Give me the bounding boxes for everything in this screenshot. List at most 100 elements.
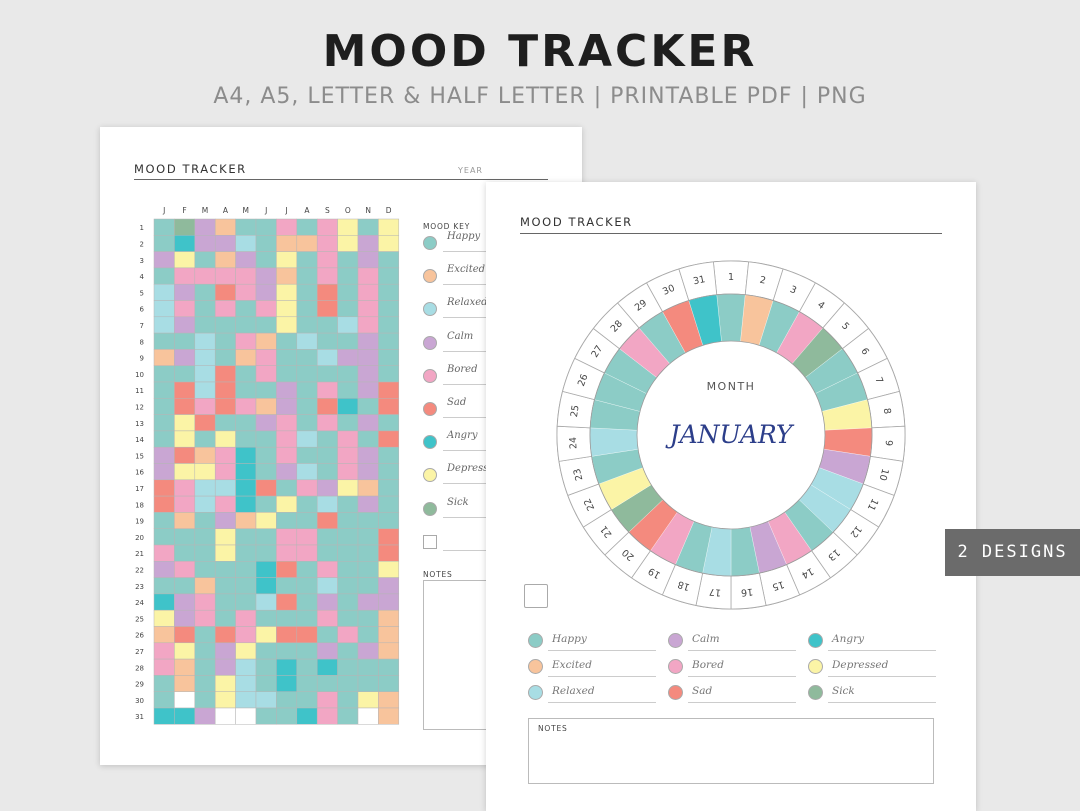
mood-cell[interactable] bbox=[235, 593, 257, 611]
mood-cell[interactable] bbox=[153, 495, 175, 513]
mood-cell[interactable] bbox=[194, 235, 216, 252]
mood-cell[interactable] bbox=[337, 528, 359, 546]
mood-cell[interactable] bbox=[174, 479, 196, 497]
mood-cell[interactable] bbox=[255, 398, 277, 415]
mood-cell[interactable] bbox=[357, 479, 379, 497]
mood-cell[interactable] bbox=[316, 430, 338, 448]
mood-cell[interactable] bbox=[276, 218, 298, 236]
mood-cell[interactable] bbox=[378, 235, 400, 252]
mood-cell[interactable] bbox=[255, 251, 277, 269]
mood-cell[interactable] bbox=[316, 267, 338, 285]
mood-cell[interactable] bbox=[296, 414, 318, 432]
mood-cell[interactable] bbox=[316, 658, 338, 676]
month-value[interactable]: JANUARY bbox=[665, 420, 795, 449]
mood-cell[interactable] bbox=[214, 414, 236, 432]
mood-cell[interactable] bbox=[276, 283, 298, 301]
mood-cell[interactable] bbox=[174, 300, 196, 318]
mood-cell[interactable] bbox=[378, 316, 400, 334]
mood-cell[interactable] bbox=[174, 707, 196, 725]
mood-cell[interactable] bbox=[194, 349, 216, 366]
mood-cell[interactable] bbox=[316, 251, 338, 269]
mood-cell[interactable] bbox=[174, 398, 196, 415]
mood-cell[interactable] bbox=[174, 267, 196, 285]
mood-cell[interactable] bbox=[276, 626, 298, 644]
mood-cell[interactable] bbox=[194, 609, 216, 627]
mood-cell[interactable] bbox=[378, 381, 400, 399]
mood-cell[interactable] bbox=[296, 495, 318, 513]
mood-cell[interactable] bbox=[174, 235, 196, 252]
mood-cell[interactable] bbox=[357, 414, 379, 432]
mood-cell[interactable] bbox=[276, 349, 298, 366]
mood-cell[interactable] bbox=[337, 398, 359, 415]
mood-cell[interactable] bbox=[378, 414, 400, 432]
mood-cell[interactable] bbox=[153, 479, 175, 497]
mood-cell[interactable] bbox=[378, 691, 400, 709]
mood-cell[interactable] bbox=[337, 544, 359, 562]
mood-cell[interactable] bbox=[255, 430, 277, 448]
mood-cell[interactable] bbox=[255, 495, 277, 513]
mood-cell[interactable] bbox=[214, 658, 236, 676]
monthly-notes-box[interactable] bbox=[528, 718, 934, 784]
mood-cell[interactable] bbox=[276, 675, 298, 692]
mood-cell[interactable] bbox=[214, 300, 236, 318]
mood-cell[interactable] bbox=[153, 332, 175, 350]
mood-cell[interactable] bbox=[296, 707, 318, 725]
mood-cell[interactable] bbox=[296, 577, 318, 595]
mood-cell[interactable] bbox=[174, 218, 196, 236]
mood-cell[interactable] bbox=[357, 349, 379, 366]
mood-cell[interactable] bbox=[255, 577, 277, 595]
mood-cell[interactable] bbox=[357, 528, 379, 546]
mood-cell[interactable] bbox=[153, 626, 175, 644]
mood-cell[interactable] bbox=[255, 626, 277, 644]
mood-cell[interactable] bbox=[337, 609, 359, 627]
mood-cell[interactable] bbox=[337, 349, 359, 366]
mood-cell[interactable] bbox=[194, 593, 216, 611]
mood-cell[interactable] bbox=[316, 479, 338, 497]
mood-cell[interactable] bbox=[276, 658, 298, 676]
mood-cell[interactable] bbox=[337, 365, 359, 383]
mood-cell[interactable] bbox=[235, 316, 257, 334]
mood-cell[interactable] bbox=[194, 528, 216, 546]
mood-cell[interactable] bbox=[255, 332, 277, 350]
mood-cell[interactable] bbox=[296, 316, 318, 334]
mood-cell[interactable] bbox=[235, 300, 257, 318]
blank-checkbox[interactable] bbox=[524, 584, 548, 608]
mood-cell[interactable] bbox=[337, 495, 359, 513]
mood-cell[interactable] bbox=[214, 642, 236, 660]
mood-cell[interactable] bbox=[357, 430, 379, 448]
mood-cell[interactable] bbox=[337, 267, 359, 285]
mood-cell[interactable] bbox=[235, 528, 257, 546]
mood-cell[interactable] bbox=[316, 349, 338, 366]
mood-cell[interactable] bbox=[194, 561, 216, 578]
mood-cell[interactable] bbox=[153, 691, 175, 709]
mood-cell[interactable] bbox=[296, 381, 318, 399]
mood-cell[interactable] bbox=[214, 707, 236, 725]
mood-cell[interactable] bbox=[255, 300, 277, 318]
mood-cell[interactable] bbox=[357, 577, 379, 595]
mood-cell[interactable] bbox=[337, 446, 359, 464]
mood-cell[interactable] bbox=[276, 512, 298, 529]
mood-cell[interactable] bbox=[296, 349, 318, 366]
mood-cell[interactable] bbox=[357, 365, 379, 383]
mood-cell[interactable] bbox=[214, 528, 236, 546]
mood-cell[interactable] bbox=[296, 218, 318, 236]
mood-cell[interactable] bbox=[276, 430, 298, 448]
mood-cell[interactable] bbox=[214, 251, 236, 269]
mood-cell[interactable] bbox=[357, 561, 379, 578]
mood-cell[interactable] bbox=[235, 626, 257, 644]
mood-cell[interactable] bbox=[255, 283, 277, 301]
mood-cell[interactable] bbox=[153, 381, 175, 399]
mood-cell[interactable] bbox=[316, 463, 338, 481]
mood-cell[interactable] bbox=[174, 658, 196, 676]
mood-cell[interactable] bbox=[174, 561, 196, 578]
mood-cell[interactable] bbox=[153, 414, 175, 432]
mood-cell[interactable] bbox=[153, 316, 175, 334]
mood-cell[interactable] bbox=[276, 300, 298, 318]
mood-cell[interactable] bbox=[194, 463, 216, 481]
mood-cell[interactable] bbox=[174, 365, 196, 383]
mood-cell[interactable] bbox=[296, 691, 318, 709]
mood-cell[interactable] bbox=[153, 267, 175, 285]
mood-cell[interactable] bbox=[316, 365, 338, 383]
mood-cell[interactable] bbox=[276, 577, 298, 595]
mood-cell[interactable] bbox=[296, 267, 318, 285]
